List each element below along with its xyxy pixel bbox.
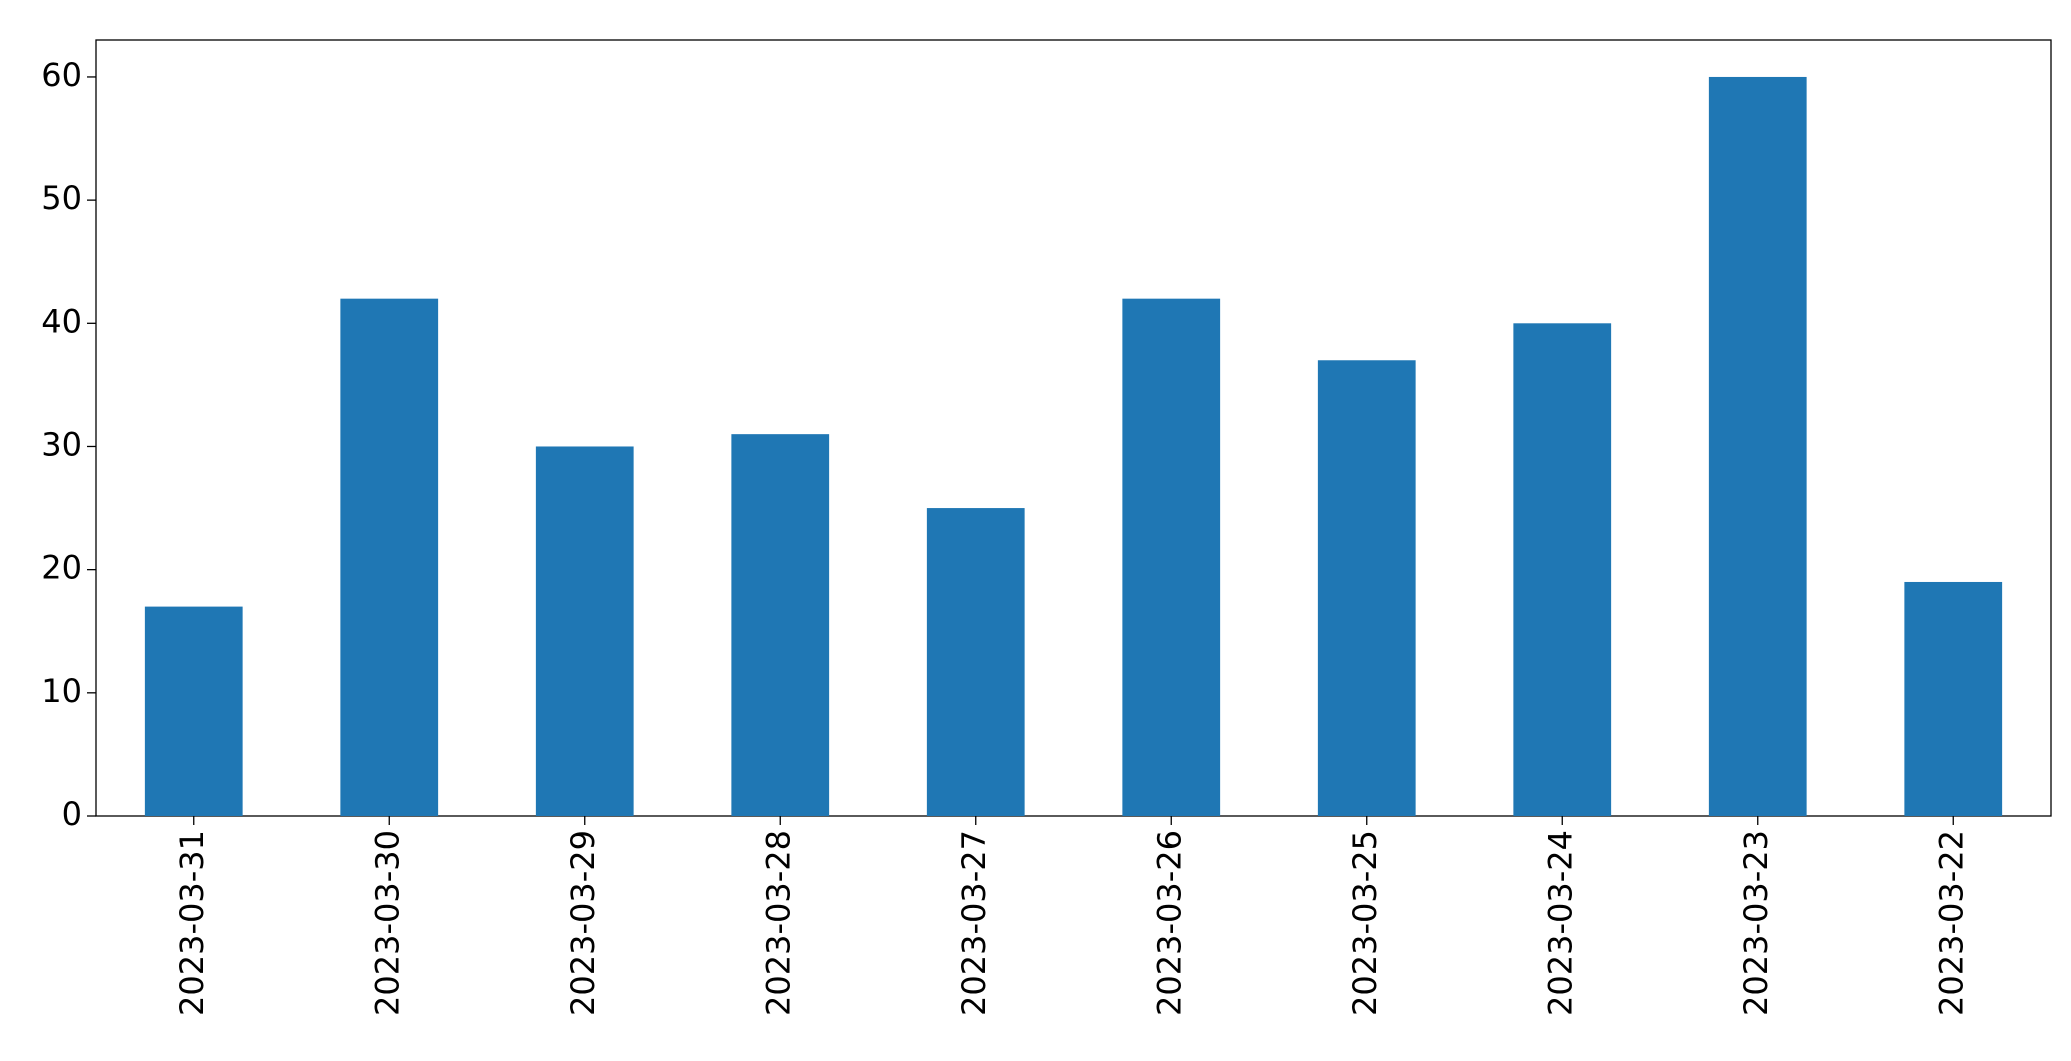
bar [731,434,830,816]
y-tick-label: 50 [41,179,82,217]
bar [1708,76,1807,816]
x-tick-label: 2023-03-31 [173,830,211,1016]
bar [1317,360,1416,816]
x-tick-label: 2023-03-22 [1932,830,1970,1016]
y-tick-label: 10 [41,672,82,710]
x-tick-label: 2023-03-23 [1737,830,1775,1016]
x-tick-label: 2023-03-29 [564,830,602,1016]
x-tick-label: 2023-03-25 [1346,830,1384,1016]
bar [1904,581,2003,816]
bar [926,508,1025,816]
bar [1513,323,1612,816]
y-tick-label: 0 [62,795,82,833]
bar [340,298,439,817]
y-tick-label: 60 [41,56,82,94]
x-tick-label: 2023-03-28 [759,830,797,1016]
y-tick-label: 40 [41,302,82,340]
x-tick-label: 2023-03-24 [1541,830,1579,1016]
y-tick-label: 30 [41,425,82,463]
bar [535,446,634,816]
plot-frame [95,39,2052,817]
bar [1122,298,1221,817]
x-tick-label: 2023-03-30 [368,830,406,1016]
x-tick-label: 2023-03-26 [1150,830,1188,1016]
x-tick-label: 2023-03-27 [955,830,993,1016]
bar [144,606,243,816]
y-tick-label: 20 [41,549,82,587]
